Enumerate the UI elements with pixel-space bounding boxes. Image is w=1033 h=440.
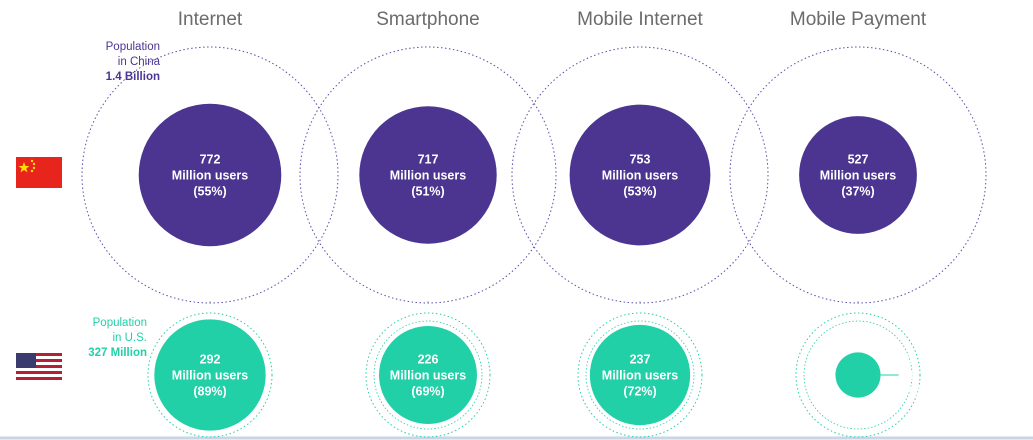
category-label: Internet xyxy=(178,9,243,30)
share-label: (72%) xyxy=(623,384,656,398)
population-value: 327 Million xyxy=(88,347,147,359)
bubble xyxy=(569,104,711,246)
unit-label: Million users xyxy=(602,168,678,182)
population-circle xyxy=(577,312,703,438)
population-circle xyxy=(511,46,769,304)
unit-label: Million users xyxy=(602,368,678,382)
unit-label: Million users xyxy=(390,168,466,182)
population-circle xyxy=(365,312,491,438)
population-ring xyxy=(585,320,695,430)
us-flag xyxy=(16,353,62,380)
population-label: Population xyxy=(106,41,160,53)
population-ring xyxy=(803,320,913,430)
china-flag xyxy=(16,157,62,188)
bubble xyxy=(379,326,477,424)
bubble xyxy=(589,324,691,426)
population-circle xyxy=(81,46,339,304)
population-label: in U.S. xyxy=(112,332,147,344)
population-label: Population xyxy=(93,317,147,329)
bubble xyxy=(138,103,282,247)
share-label: (53%) xyxy=(623,184,656,198)
category-label: Mobile Payment xyxy=(790,9,927,30)
share-label: (89%) xyxy=(193,384,226,398)
value-label: 753 xyxy=(630,152,651,166)
share-label: (37%) xyxy=(841,184,874,198)
unit-label: Million users xyxy=(172,168,248,182)
bubble xyxy=(799,116,917,234)
value-label: 717 xyxy=(418,152,439,166)
share-label: (51%) xyxy=(411,184,444,198)
value-label: 48 xyxy=(903,352,917,366)
category-label: Mobile Internet xyxy=(577,9,703,30)
value-label: 237 xyxy=(630,352,651,366)
population-value: 1.4 Billion xyxy=(106,71,160,83)
category-label: Smartphone xyxy=(376,9,480,30)
value-label: 772 xyxy=(200,152,221,166)
population-circle xyxy=(795,312,921,438)
bubble xyxy=(359,106,497,244)
population-ring xyxy=(373,320,483,430)
unit-label: Million users xyxy=(820,168,896,182)
population-label: in China xyxy=(118,56,161,68)
unit-label: Million users xyxy=(390,368,466,382)
population-circle xyxy=(299,46,557,304)
population-circle xyxy=(147,312,273,438)
bubble xyxy=(835,352,881,398)
value-label: 527 xyxy=(848,152,869,166)
population-circle xyxy=(729,46,987,304)
bubble xyxy=(154,319,266,431)
unit-label: Million users xyxy=(903,368,979,382)
value-label: 292 xyxy=(200,352,221,366)
share-label: (15%) xyxy=(903,384,936,398)
value-label: 226 xyxy=(418,352,439,366)
share-label: (69%) xyxy=(411,384,444,398)
share-label: (55%) xyxy=(193,184,226,198)
unit-label: Million users xyxy=(172,368,248,382)
